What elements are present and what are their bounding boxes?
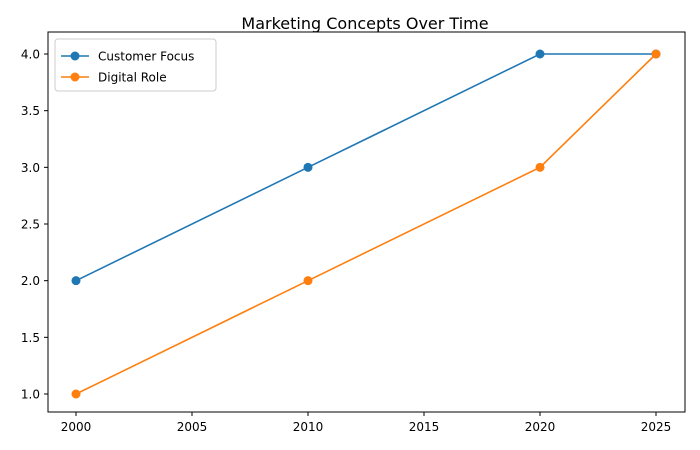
legend-marker-icon <box>70 72 80 82</box>
y-tick-label: 2.0 <box>21 274 40 288</box>
legend-item: Customer Focus <box>61 50 194 64</box>
x-tick-label: 2000 <box>61 420 92 434</box>
y-axis: 1.0 1.5 2.0 2.5 3.0 3.5 4.0 <box>21 48 48 402</box>
series-line <box>75 53 656 282</box>
legend-marker-icon <box>70 51 80 61</box>
data-point-marker <box>651 49 661 59</box>
y-tick-label: 1.0 <box>21 388 40 402</box>
legend-item: Digital Role <box>61 71 167 85</box>
data-point-marker <box>71 276 81 286</box>
series-layer <box>71 49 661 399</box>
data-point-marker <box>71 389 81 399</box>
series-line <box>75 53 657 395</box>
x-tick-label: 2005 <box>177 420 208 434</box>
legend: Customer Focus Digital Role <box>54 38 217 92</box>
legend-label: Digital Role <box>98 71 167 85</box>
y-tick-label: 4.0 <box>21 48 40 62</box>
plot-frame <box>47 31 686 413</box>
legend-label: Customer Focus <box>98 50 194 64</box>
y-tick-label: 2.5 <box>21 218 40 232</box>
x-axis: 2000 2005 2010 2015 2020 2025 <box>61 412 672 434</box>
data-point-marker <box>303 162 313 172</box>
x-tick-label: 2010 <box>293 420 324 434</box>
series-digital-role <box>71 49 661 399</box>
x-tick-label: 2025 <box>641 420 672 434</box>
y-tick-label: 3.0 <box>21 161 40 175</box>
plot-area <box>48 32 685 412</box>
x-tick-label: 2020 <box>525 420 556 434</box>
chart-title: Marketing Concepts Over Time <box>241 14 488 33</box>
x-tick-label: 2015 <box>409 420 440 434</box>
data-point-marker <box>535 162 545 172</box>
data-point-marker <box>535 49 545 59</box>
legend-box <box>54 38 217 92</box>
data-point-marker <box>303 276 313 286</box>
y-tick-label: 1.5 <box>21 331 40 345</box>
y-tick-label: 3.5 <box>21 104 40 118</box>
